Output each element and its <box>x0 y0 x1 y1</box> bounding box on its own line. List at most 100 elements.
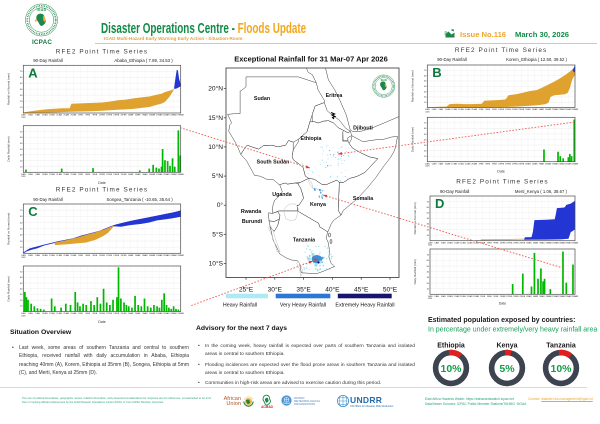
svg-text:10: 10 <box>424 102 427 104</box>
svg-text:9FEB: 9FEB <box>92 174 97 176</box>
svg-text:13JAN: 13JAN <box>42 312 48 315</box>
svg-text:30: 30 <box>427 277 430 279</box>
svg-text:21JAN: 21JAN <box>56 254 62 257</box>
svg-text:70: 70 <box>20 131 23 133</box>
svg-text:9JAN: 9JAN <box>438 162 443 165</box>
svg-text:9JAN: 9JAN <box>35 312 40 315</box>
svg-text:10: 10 <box>20 306 23 308</box>
svg-text:25MAR: 25MAR <box>170 254 177 257</box>
svg-text:17FEB: 17FEB <box>106 174 113 176</box>
svg-text:25MAR: 25MAR <box>565 162 572 165</box>
svg-text:20: 20 <box>20 160 23 162</box>
svg-text:9MAR: 9MAR <box>142 173 148 176</box>
svg-text:29MAR: 29MAR <box>178 114 185 117</box>
svg-text:21MAR: 21MAR <box>163 114 170 117</box>
svg-text:17FEB: 17FEB <box>106 255 113 257</box>
svg-text:Rainfall vs Normal (mm): Rainfall vs Normal (mm) <box>410 70 414 102</box>
svg-text:1FEB: 1FEB <box>78 174 83 176</box>
svg-text:70: 70 <box>20 71 23 73</box>
svg-text:17MAR: 17MAR <box>552 108 559 111</box>
svg-text:1FEB: 1FEB <box>480 296 485 298</box>
svg-text:21MAR: 21MAR <box>163 254 170 257</box>
svg-text:17FEB: 17FEB <box>505 109 512 111</box>
svg-text:10: 10 <box>20 247 23 249</box>
svg-text:5FEB: 5FEB <box>487 296 492 298</box>
svg-text:9MAR: 9MAR <box>142 312 148 315</box>
svg-text:25JAN: 25JAN <box>63 312 69 315</box>
svg-text:13FEB: 13FEB <box>99 255 106 257</box>
svg-text:5FEB: 5FEB <box>485 109 490 111</box>
svg-text:70: 70 <box>20 271 23 273</box>
svg-text:9FEB: 9FEB <box>92 255 97 257</box>
svg-text:Ethiopia: Ethiopia <box>437 343 465 350</box>
svg-text:Tanzania: Tanzania <box>546 343 576 350</box>
svg-text:9JAN: 9JAN <box>438 108 443 111</box>
svg-text:1FEB: 1FEB <box>78 255 83 257</box>
svg-text:Date: Date <box>499 302 507 306</box>
svg-text:5MAR: 5MAR <box>135 114 141 117</box>
svg-text:25JAN: 25JAN <box>467 295 473 298</box>
svg-text:17FEB: 17FEB <box>106 313 113 315</box>
svg-text:10: 10 <box>20 166 23 168</box>
svg-text:10: 10 <box>20 107 23 109</box>
svg-text:1JAN: 1JAN <box>428 295 433 298</box>
svg-text:IGAD: IGAD <box>381 79 387 82</box>
svg-text:9JAN: 9JAN <box>441 295 446 298</box>
svg-text:29MAR: 29MAR <box>178 254 185 257</box>
svg-text:17MAR: 17MAR <box>552 162 559 165</box>
svg-text:5JAN: 5JAN <box>28 254 33 257</box>
svg-text:RFE2 Point Time Series: RFE2 Point Time Series <box>455 47 547 54</box>
svg-text:25FEB: 25FEB <box>121 115 128 117</box>
svg-text:1MAR: 1MAR <box>128 312 134 315</box>
svg-text:29MAR: 29MAR <box>178 173 185 176</box>
svg-text:29JAN: 29JAN <box>473 295 479 298</box>
svg-text:40: 40 <box>20 228 23 230</box>
svg-text:5°S: 5°S <box>212 230 223 238</box>
svg-text:5JAN: 5JAN <box>28 312 33 315</box>
svg-text:13FEB: 13FEB <box>498 163 505 165</box>
svg-text:29JAN: 29JAN <box>71 312 77 315</box>
svg-text:17MAR: 17MAR <box>156 173 163 176</box>
svg-text:50: 50 <box>20 222 23 224</box>
svg-text:40°E: 40°E <box>325 286 340 294</box>
svg-text:Extremely Heavy Rainfall: Extremely Heavy Rainfall <box>335 303 394 309</box>
svg-text:IGAD: IGAD <box>37 8 47 12</box>
svg-text:9FEB: 9FEB <box>92 115 97 117</box>
svg-text:25JAN: 25JAN <box>465 162 471 165</box>
svg-text:60: 60 <box>20 77 23 79</box>
svg-text:B: B <box>432 65 441 80</box>
svg-text:90-Day Rainfall: 90-Day Rainfall <box>33 197 62 202</box>
svg-text:RFE2 Point Time Series: RFE2 Point Time Series <box>56 48 148 55</box>
svg-text:1JAN: 1JAN <box>21 114 26 117</box>
svg-text:13MAR: 13MAR <box>545 108 552 111</box>
svg-text:2026: 2026 <box>21 117 25 119</box>
svg-text:21FEB: 21FEB <box>113 115 120 117</box>
svg-text:2026: 2026 <box>21 315 25 317</box>
svg-text:25FEB: 25FEB <box>121 174 128 176</box>
svg-text:5FEB: 5FEB <box>85 255 90 257</box>
svg-text:17JAN: 17JAN <box>49 254 55 257</box>
svg-text:25MAR: 25MAR <box>170 173 177 176</box>
svg-text:5JAN: 5JAN <box>432 162 437 165</box>
svg-text:Date: Date <box>98 320 106 324</box>
svg-text:5MAR: 5MAR <box>135 173 141 176</box>
svg-text:Date: Date <box>497 170 505 174</box>
svg-text:9MAR: 9MAR <box>142 254 148 257</box>
svg-text:1FEB: 1FEB <box>479 109 484 111</box>
svg-text:1MAR: 1MAR <box>525 108 531 111</box>
svg-text:Daily Rainfall (mm): Daily Rainfall (mm) <box>6 276 10 301</box>
svg-text:9MAR: 9MAR <box>539 162 545 165</box>
svg-text:Uganda: Uganda <box>272 192 291 198</box>
svg-text:30: 30 <box>20 95 23 97</box>
svg-text:13JAN: 13JAN <box>42 114 48 117</box>
svg-text:Korem_Ethiopia ( 12.50, 39.52: Korem_Ethiopia ( 12.50, 39.52 ) <box>506 57 567 62</box>
svg-text:21FEB: 21FEB <box>113 313 120 315</box>
svg-text:21MAR: 21MAR <box>559 295 566 298</box>
svg-text:A: A <box>28 65 38 80</box>
svg-text:10%: 10% <box>550 363 572 375</box>
svg-text:Eritrea: Eritrea <box>326 93 343 99</box>
svg-text:13JAN: 13JAN <box>42 173 48 176</box>
svg-text:13FEB: 13FEB <box>500 296 507 298</box>
svg-text:90-Day Rainfall: 90-Day Rainfall <box>440 189 469 194</box>
svg-text:5MAR: 5MAR <box>532 162 538 165</box>
